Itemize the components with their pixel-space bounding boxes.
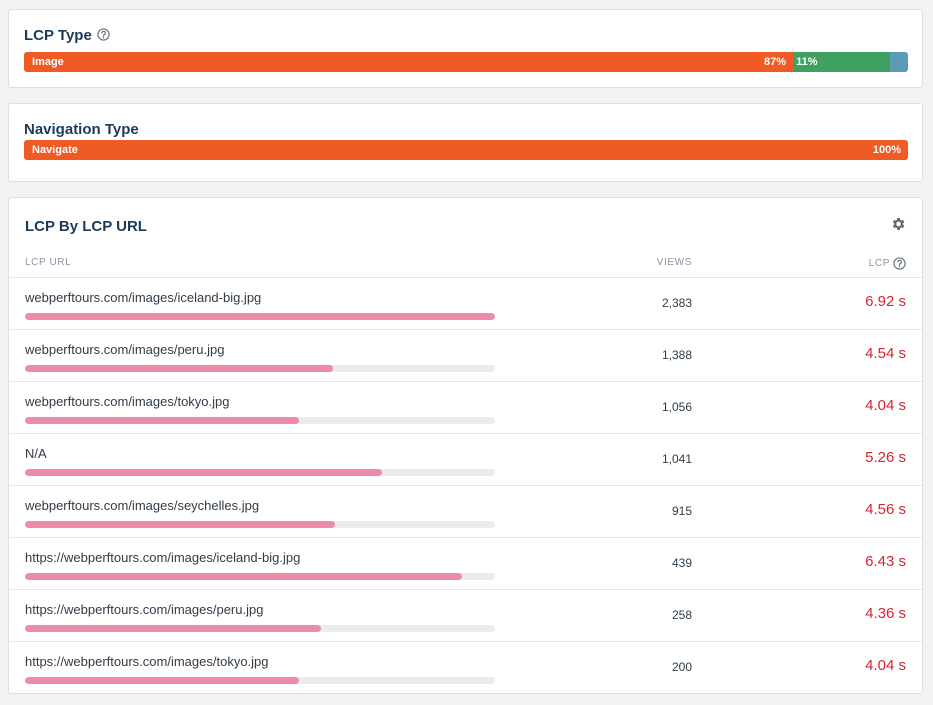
lcp-type-title: LCP Type <box>24 27 110 44</box>
lcp-bar-track <box>25 573 495 580</box>
segment-percent: 100% <box>872 144 901 156</box>
lcp-value: 4.36 s <box>865 605 906 622</box>
lcp-bar-fill <box>25 573 462 580</box>
table-row[interactable]: https://webperftours.com/images/peru.jpg… <box>9 589 922 641</box>
lcp-url-table: webperftours.com/images/iceland-big.jpg … <box>9 277 922 693</box>
lcp-value: 4.04 s <box>865 657 906 674</box>
navigation-type-title: Navigation Type <box>24 121 139 138</box>
lcp-url: https://webperftours.com/images/tokyo.jp… <box>25 654 269 669</box>
table-row[interactable]: webperftours.com/images/seychelles.jpg 9… <box>9 485 922 537</box>
lcp-bar-fill <box>25 365 334 372</box>
gear-icon[interactable] <box>890 216 906 232</box>
lcp-type-segment-3[interactable] <box>890 52 908 72</box>
views-count: 1,041 <box>661 452 692 466</box>
lcp-bar-track <box>25 625 495 632</box>
lcp-url: N/A <box>25 446 47 461</box>
column-header-views[interactable]: VIEWS <box>656 257 692 268</box>
lcp-value: 6.43 s <box>865 553 906 570</box>
table-row[interactable]: N/A 1,041 5.26 s <box>9 433 922 485</box>
views-count: 1,388 <box>661 348 692 362</box>
navigation-type-card: Navigation Type Navigate 100% <box>8 103 923 182</box>
lcp-type-segment-image[interactable]: Image 87% <box>24 52 794 72</box>
views-count: 2,383 <box>661 296 692 310</box>
lcp-value: 5.26 s <box>865 449 906 466</box>
views-count: 200 <box>671 660 692 674</box>
segment-label: Navigate <box>32 144 78 156</box>
views-count: 915 <box>671 504 692 518</box>
lcp-bar-track <box>25 417 495 424</box>
navigation-type-bar: Navigate 100% <box>24 140 908 160</box>
lcp-bar-fill <box>25 677 300 684</box>
help-icon[interactable] <box>893 257 906 270</box>
lcp-bar-fill <box>25 417 300 424</box>
lcp-by-url-title: LCP By LCP URL <box>25 218 147 235</box>
views-count: 1,056 <box>661 400 692 414</box>
table-row[interactable]: webperftours.com/images/iceland-big.jpg … <box>9 277 922 329</box>
lcp-url: webperftours.com/images/peru.jpg <box>25 342 225 357</box>
table-row[interactable]: https://webperftours.com/images/tokyo.jp… <box>9 641 922 693</box>
lcp-bar-track <box>25 521 495 528</box>
lcp-url: https://webperftours.com/images/iceland-… <box>25 550 301 565</box>
table-row[interactable]: https://webperftours.com/images/iceland-… <box>9 537 922 589</box>
lcp-bar-track <box>25 365 495 372</box>
lcp-bar-track <box>25 313 495 320</box>
lcp-url: webperftours.com/images/tokyo.jpg <box>25 394 230 409</box>
lcp-by-url-card: LCP By LCP URL LCP URL VIEWS LCP webperf… <box>8 197 923 694</box>
lcp-type-bar: Image 87% 11% <box>24 52 908 72</box>
lcp-url: webperftours.com/images/seychelles.jpg <box>25 498 260 513</box>
lcp-value: 4.04 s <box>865 397 906 414</box>
lcp-value: 4.56 s <box>865 501 906 518</box>
lcp-bar-fill <box>25 313 495 320</box>
segment-percent: 87% <box>764 56 787 68</box>
lcp-bar-fill <box>25 521 335 528</box>
lcp-value: 6.92 s <box>865 293 906 310</box>
lcp-url: https://webperftours.com/images/peru.jpg <box>25 602 264 617</box>
column-header-url[interactable]: LCP URL <box>25 257 72 268</box>
lcp-bar-fill <box>25 469 383 476</box>
segment-percent: 11% <box>796 56 818 68</box>
navigation-type-segment-navigate[interactable]: Navigate 100% <box>24 140 908 160</box>
table-row[interactable]: webperftours.com/images/peru.jpg 1,388 4… <box>9 329 922 381</box>
column-header-lcp[interactable]: LCP <box>869 257 906 270</box>
lcp-value: 4.54 s <box>865 345 906 362</box>
lcp-type-segment-2[interactable]: 11% <box>793 52 891 72</box>
lcp-bar-track <box>25 677 495 684</box>
segment-label: Image <box>32 56 64 68</box>
help-icon[interactable] <box>97 28 110 41</box>
lcp-bar-fill <box>25 625 322 632</box>
views-count: 439 <box>671 556 692 570</box>
table-row[interactable]: webperftours.com/images/tokyo.jpg 1,056 … <box>9 381 922 433</box>
lcp-url: webperftours.com/images/iceland-big.jpg <box>25 290 262 305</box>
views-count: 258 <box>671 608 692 622</box>
lcp-bar-track <box>25 469 495 476</box>
lcp-type-card: LCP Type Image 87% 11% <box>8 9 923 88</box>
